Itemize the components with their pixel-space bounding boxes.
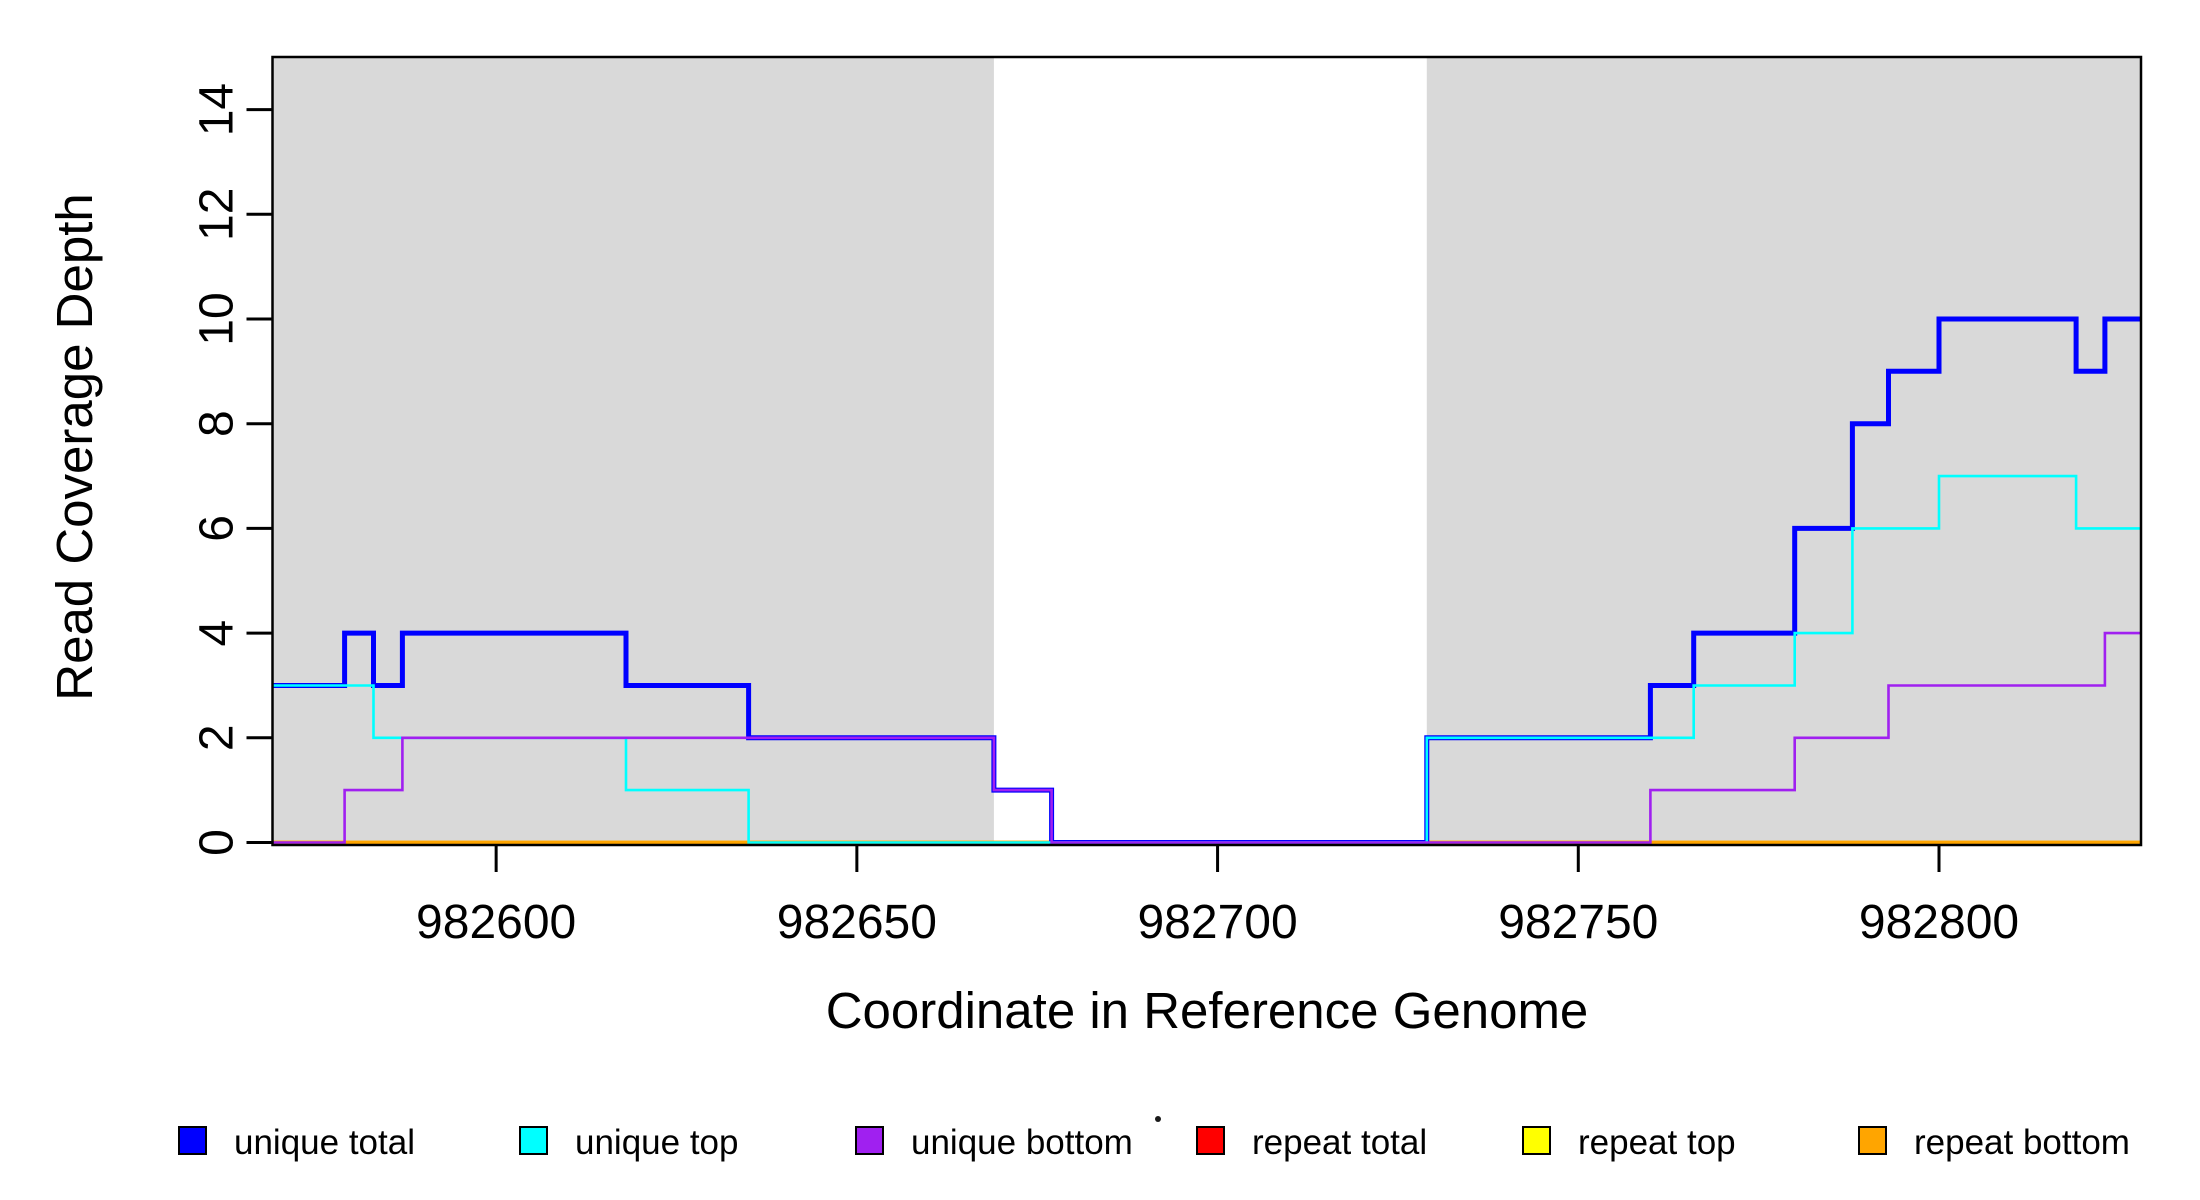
y-tick-label: 2 — [191, 724, 244, 751]
legend: unique total unique top unique bottom repea… — [178, 1123, 2130, 1162]
y-axis: 0 2 4 6 8 10 12 14 — [191, 83, 273, 856]
unique-region-rect — [272, 57, 994, 845]
legend-label: repeat bottom — [1914, 1123, 2130, 1162]
x-tick-label: 982700 — [1137, 896, 1297, 949]
series-line-unique-top — [272, 474, 2141, 844]
x-axis-title: Coordinate in Reference Genome — [826, 982, 1589, 1039]
legend-label: repeat total — [1252, 1123, 1427, 1162]
unique-region-shading — [272, 57, 2141, 845]
legend-label: unique total — [234, 1123, 415, 1162]
y-tick-label: 6 — [191, 515, 244, 542]
y-tick-label: 4 — [191, 620, 244, 647]
legend-swatch — [1858, 1126, 1887, 1155]
y-tick-label: 12 — [191, 188, 244, 241]
legend-item: unique total — [178, 1123, 415, 1162]
legend-label: unique top — [575, 1123, 738, 1162]
legend-swatch — [855, 1126, 884, 1155]
legend-swatch — [1522, 1126, 1551, 1155]
legend-swatch — [178, 1126, 207, 1155]
legend-item: unique top — [519, 1123, 738, 1162]
legend-swatch — [1196, 1126, 1225, 1155]
y-tick-label: 14 — [191, 83, 244, 136]
y-tick-label: 8 — [191, 410, 244, 437]
series-line-unique-bottom — [272, 631, 2141, 844]
x-tick-label: 982750 — [1498, 896, 1658, 949]
coverage-series-lines — [272, 316, 2141, 845]
x-tick-label: 982600 — [416, 896, 576, 949]
y-axis-title: Read Coverage Depth — [46, 193, 103, 701]
legend-swatch — [519, 1126, 548, 1155]
plot-border — [271, 55, 2143, 847]
stray-dot — [1155, 1116, 1161, 1122]
legend-item: repeat top — [1522, 1123, 1736, 1162]
x-tick-label: 982800 — [1859, 896, 2019, 949]
x-tick-label: 982650 — [777, 896, 937, 949]
y-tick-label: 0 — [191, 829, 244, 856]
unique-region-rect — [1426, 57, 2141, 845]
legend-label: repeat top — [1578, 1123, 1736, 1162]
legend-label: unique bottom — [911, 1123, 1133, 1162]
legend-item: unique bottom — [855, 1123, 1133, 1162]
legend-item: repeat bottom — [1858, 1123, 2130, 1162]
x-axis: 982600 982650 982700 982750 982800 — [416, 845, 2019, 949]
y-tick-label: 10 — [191, 292, 244, 345]
legend-item: repeat total — [1196, 1123, 1427, 1162]
